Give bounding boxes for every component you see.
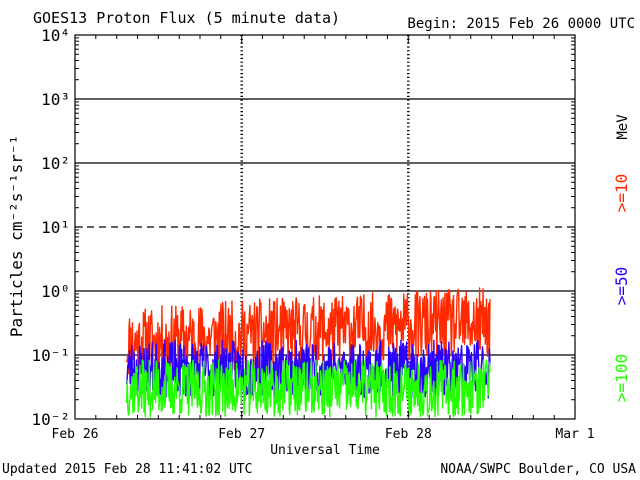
y-tick-label: 10³	[41, 90, 70, 109]
y-tick-label: 10⁴	[41, 26, 70, 45]
energy-unit-label: MeV	[615, 114, 631, 140]
updated-timestamp: Updated 2015 Feb 28 11:41:02 UTC	[2, 462, 252, 477]
x-tick-label: Feb 28	[385, 427, 432, 442]
data-source: NOAA/SWPC Boulder, CO USA	[440, 462, 636, 477]
flux-line	[125, 359, 491, 418]
x-tick-label: Feb 27	[218, 427, 265, 442]
y-tick-labels: 10⁻² 10⁻¹ 10⁰ 10¹ 10² 10³ 10⁴	[31, 26, 70, 429]
y-tick-label: 10²	[41, 154, 70, 173]
x-tick-label: Feb 26	[52, 427, 99, 442]
x-tick-labels: Feb 26 Feb 27 Feb 28 Mar 1	[52, 427, 595, 442]
x-tick-label: Mar 1	[555, 427, 594, 442]
legend-ge100: >=100	[612, 354, 631, 402]
y-tick-label: 10¹	[41, 218, 70, 237]
axes	[74, 34, 576, 420]
x-axis-label: Universal Time	[270, 443, 380, 458]
legend-ge50: >=50	[612, 267, 631, 306]
flux-series	[125, 287, 491, 418]
chart-title: GOES13 Proton Flux (5 minute data)	[33, 9, 340, 27]
threshold-lines	[75, 98, 575, 356]
y-tick-label: 10⁻¹	[31, 346, 70, 365]
begin-date-label: Begin: 2015 Feb 26 0000 UTC	[407, 16, 635, 32]
y-axis-label: Particles cm⁻²s⁻¹sr⁻¹	[7, 135, 26, 337]
y-tick-label: 10⁻²	[31, 410, 70, 429]
flux-line	[125, 339, 491, 399]
legend-ge10: >=10	[612, 174, 631, 213]
y-tick-label: 10⁰	[41, 282, 70, 301]
